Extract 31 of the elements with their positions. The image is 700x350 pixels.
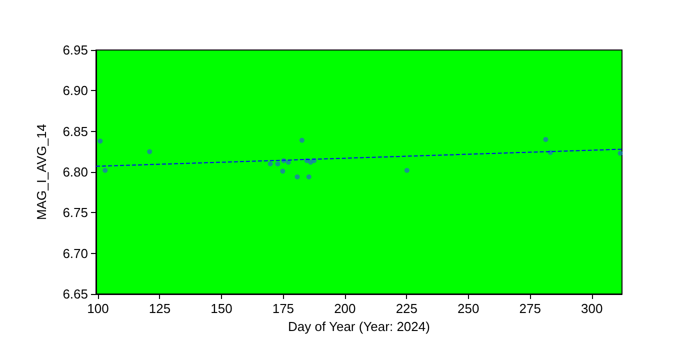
x-axis-title: Day of Year (Year: 2024) <box>288 318 430 334</box>
y-axis-title: MAG_I_AVG_14 <box>34 124 49 220</box>
point <box>543 136 548 142</box>
x-tick-label: 100 <box>87 301 109 316</box>
x-tick-label: 250 <box>458 301 480 316</box>
point <box>98 138 103 144</box>
point <box>404 168 410 173</box>
y-tick-label: 6.65 <box>62 286 88 302</box>
point <box>306 174 312 180</box>
y-tick-label: 6.75 <box>62 205 88 220</box>
point <box>286 160 291 165</box>
y-tick-label: 6.95 <box>62 42 88 58</box>
x-tick-label: 275 <box>519 301 541 316</box>
point <box>299 138 304 143</box>
x-tick-label: 300 <box>581 301 603 316</box>
x-tick-label: 200 <box>334 301 356 316</box>
x-tick-label: 225 <box>396 301 418 316</box>
x-tick-label: 125 <box>148 301 171 316</box>
y-tick-label: 6.85 <box>62 124 88 139</box>
point <box>268 161 273 166</box>
y-tick-label: 6.70 <box>62 246 88 261</box>
x-tick-label: 175 <box>272 301 294 316</box>
point <box>275 161 280 166</box>
point <box>618 150 623 156</box>
point <box>102 168 108 173</box>
point <box>294 174 300 180</box>
point <box>147 149 152 154</box>
y-tick-label: 6.80 <box>62 164 88 180</box>
x-tick-label: 150 <box>210 301 232 316</box>
y-tick-label: 6.90 <box>62 83 88 98</box>
point <box>280 168 286 174</box>
